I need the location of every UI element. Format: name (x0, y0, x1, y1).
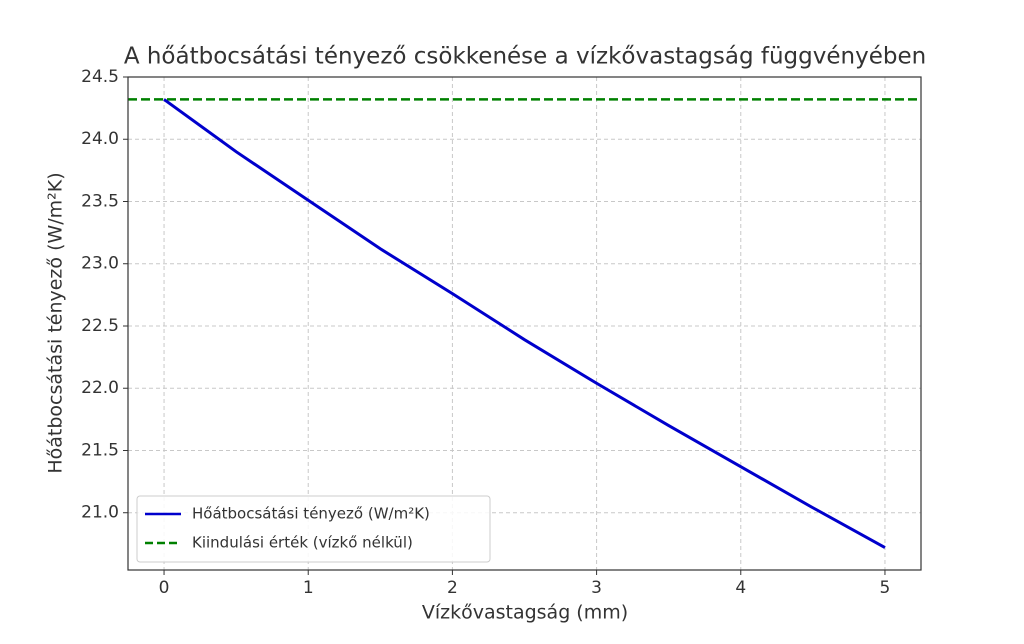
y-tick-label: 21.5 (81, 440, 119, 460)
x-tick-label: 1 (303, 578, 314, 598)
data-line (163, 98, 886, 549)
x-tick-label: 3 (591, 578, 602, 598)
x-axis-label: Vízkővastagság (mm) (422, 602, 628, 624)
y-axis-label: Hőátbocsátási tényező (W/m²K) (45, 172, 67, 473)
y-tick-label: 22.0 (81, 378, 119, 398)
x-tick-label: 0 (159, 578, 170, 598)
x-tick-label: 4 (735, 578, 746, 598)
y-tick-label: 24.0 (81, 129, 119, 149)
y-tick-label: 23.0 (81, 254, 119, 274)
x-tick-label: 2 (447, 578, 458, 598)
legend: Hőátbocsátási tényező (W/m²K) Kiindulási … (136, 495, 491, 563)
y-tick-label: 23.5 (81, 191, 119, 211)
plot-frame (127, 76, 922, 571)
chart-title: A hőátbocsátási tényező csökkenése a víz… (124, 44, 926, 70)
legend-label: Hőátbocsátási tényező (W/m²K) (192, 505, 430, 523)
y-tick-label: 21.0 (81, 503, 119, 523)
legend-box (136, 495, 491, 563)
y-tick-label: 24.5 (81, 67, 119, 87)
y-tick-label: 22.5 (81, 316, 119, 336)
x-tick-label: 5 (880, 578, 891, 598)
legend-label: Kiindulási érték (vízkő nélkül) (192, 534, 413, 552)
